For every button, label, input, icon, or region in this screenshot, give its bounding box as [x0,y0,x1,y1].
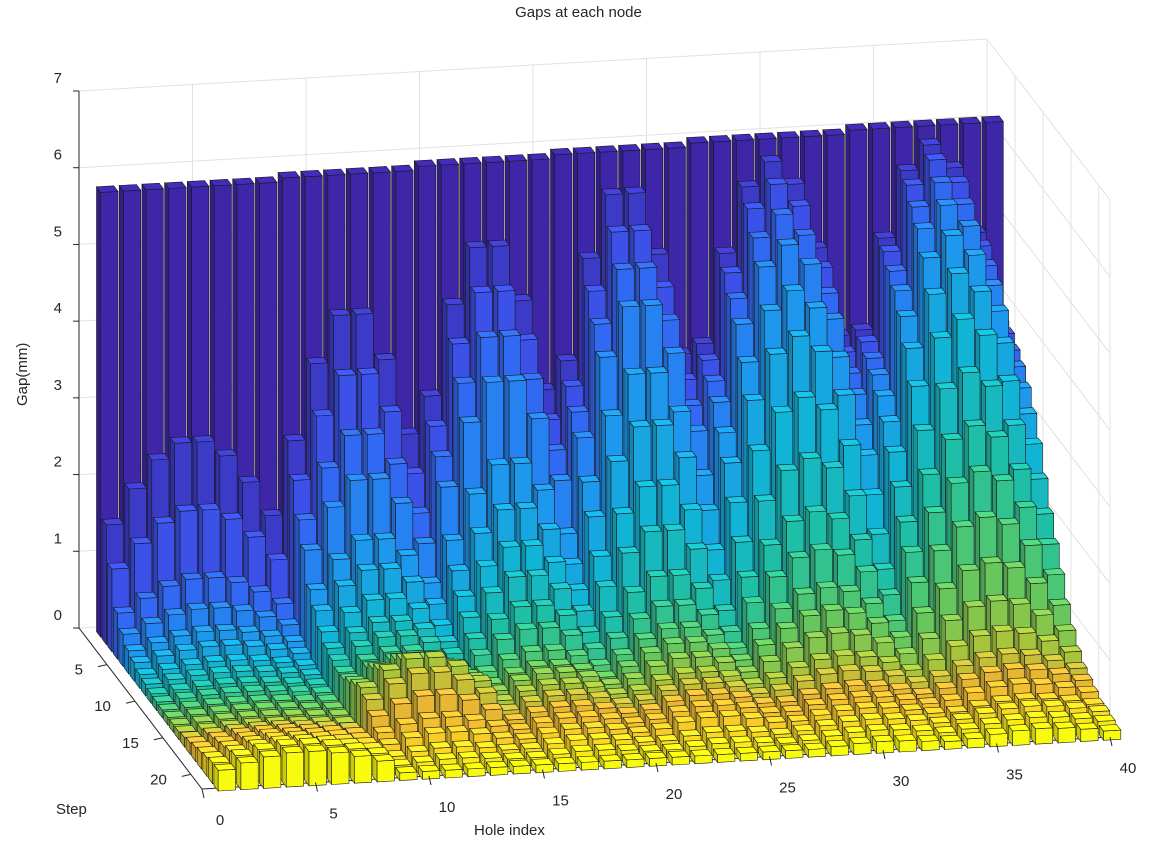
bar [803,742,827,759]
y-tick-label: 10 [94,698,111,715]
x-tick-label: 15 [552,793,569,810]
x-tick [315,782,318,792]
z-tick-label: 3 [54,377,62,394]
bar [621,753,645,769]
bar [1075,722,1099,743]
bar [349,749,373,785]
bar [394,766,418,782]
z-tick-label: 5 [54,223,62,240]
x-tick [1109,736,1113,747]
x-axis-label: Hole index [474,822,545,839]
y-axis-line [78,627,203,790]
x-tick-label: 40 [1120,760,1137,777]
x-tick-label: 10 [439,799,456,816]
z-tick-label: 2 [54,454,62,471]
bar [372,754,395,783]
bar [576,755,600,772]
bar [917,734,940,752]
bars [95,115,1122,792]
y-tick [153,737,163,741]
bar [412,689,436,743]
tick-labels: 0 1 2 3 4 5 6 7 0 5 10 15 20 25 30 35 40 5 10 15 20 [54,70,1137,829]
bar [531,758,554,774]
bar [417,764,441,781]
bar [281,745,305,788]
bar [758,745,781,761]
bar [690,749,713,765]
y-tick-label: 20 [150,771,167,788]
y-tick [97,664,108,668]
bar [599,754,622,770]
bar [440,763,464,779]
x-tick [201,788,205,799]
bar [1030,721,1054,746]
x-tick-label: 0 [216,812,224,829]
x-tick-label: 35 [1006,767,1023,784]
bar [848,736,872,756]
bar [962,731,986,749]
x-tick [882,749,886,760]
bar [780,743,804,760]
bar [1098,724,1122,742]
grid-line [986,192,1111,354]
bar [258,749,282,790]
x-tick-label: 5 [329,806,337,823]
y-tick-label: 5 [75,662,83,679]
z-tick-label: 4 [54,300,62,317]
bar [1053,721,1076,744]
bar [213,763,237,792]
bar [826,739,849,757]
grid-line [986,38,1111,201]
bar [326,746,350,786]
bar [236,756,259,791]
x-tick-label: 25 [779,780,796,797]
x-tick [542,769,545,779]
bar [508,759,532,775]
bar [304,744,327,787]
bar [667,750,691,766]
y-tick [181,773,191,777]
z-tick-label: 0 [54,607,62,624]
bar [463,762,486,778]
z-tick-label: 7 [54,70,62,87]
bar [712,747,736,764]
bar [1007,724,1031,747]
bar [553,756,577,773]
grid-line [986,115,1111,278]
bar [894,734,918,753]
bar [485,760,509,777]
x-tick [428,775,432,786]
x-tick [996,743,999,753]
bar [735,746,759,762]
bar [939,734,963,751]
chart-title: Gaps at each node [515,4,642,21]
y-tick [125,700,136,704]
z-axis-label: Gap(mm) [14,342,31,406]
x-tick-label: 20 [666,786,683,803]
z-tick-label: 6 [54,147,62,164]
x-tick-label: 30 [893,773,910,790]
x-tick [655,762,659,773]
y-tick-label: 15 [122,735,139,752]
bar [871,734,895,755]
bar [644,751,668,768]
y-axis-label: Step [56,801,87,818]
bar [985,727,1008,748]
x-tick [769,756,772,766]
grid-line [986,268,1111,431]
z-tick-label: 1 [54,530,62,547]
